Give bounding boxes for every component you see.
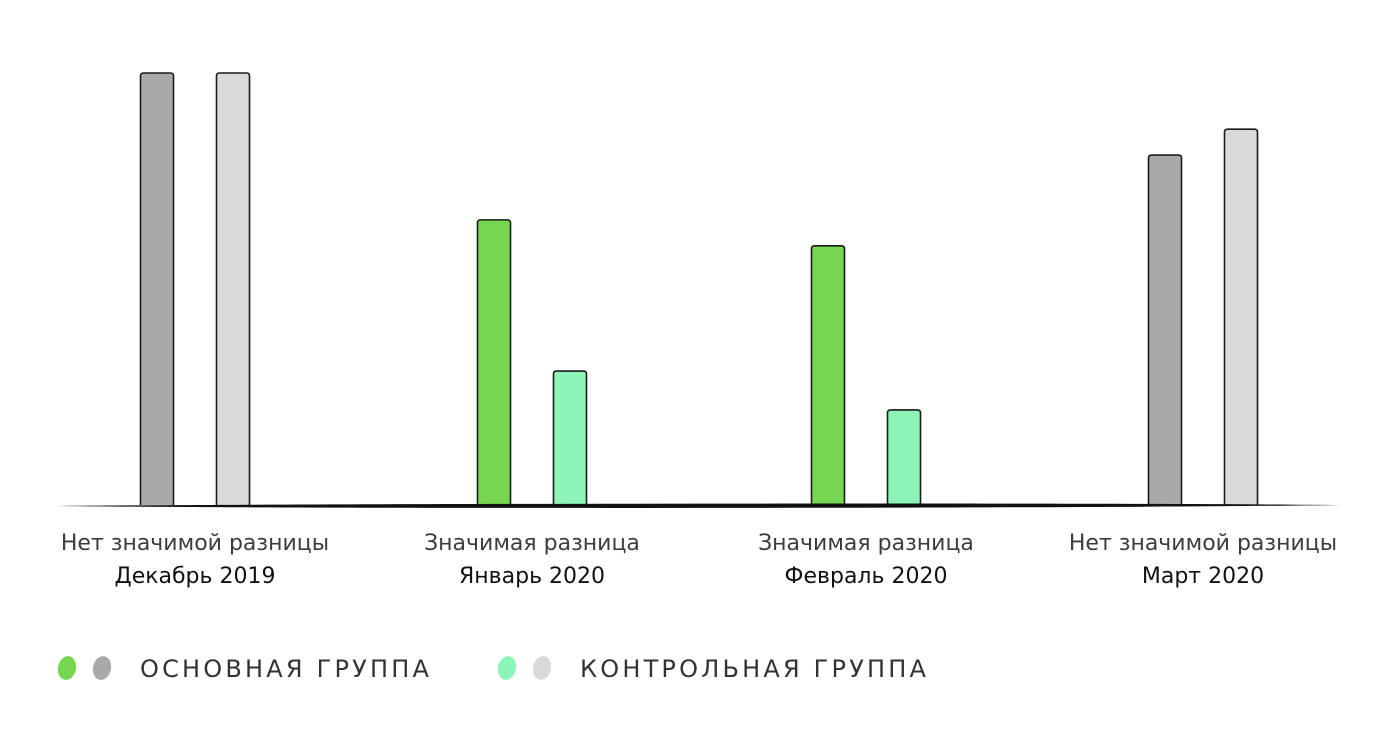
- legend-dot-0-0: [57, 656, 77, 680]
- bar-control-0: [215, 72, 251, 505]
- bar-main-0: [139, 72, 175, 505]
- category-tick-label-3: Март 2020: [1142, 564, 1264, 589]
- bar-control-3: [1223, 128, 1259, 505]
- significance-label-2: Значимая разница: [758, 531, 974, 556]
- x-axis-baseline: [58, 503, 1342, 508]
- bar-main-2: [810, 245, 846, 505]
- legend-dot-0-1: [92, 656, 112, 680]
- category-tick-label-0: Декабрь 2019: [115, 564, 276, 589]
- legend-dot-1-1: [532, 656, 552, 680]
- legend: ОСНОВНАЯ ГРУППА КОНТРОЛЬНАЯ ГРУППА: [57, 655, 929, 683]
- legend-label-1: КОНТРОЛЬНАЯ ГРУППА: [580, 655, 929, 683]
- legend-label-0: ОСНОВНАЯ ГРУППА: [140, 655, 432, 683]
- category-tick-label-2: Февраль 2020: [785, 564, 948, 589]
- bar-control-1: [552, 370, 588, 505]
- significance-label-0: Нет значимой разницы: [61, 531, 329, 556]
- significance-label-1: Значимая разница: [424, 531, 640, 556]
- bars-layer: [139, 72, 1259, 505]
- bar-main-1: [476, 219, 512, 505]
- legend-dot-1-0: [497, 656, 517, 680]
- bar-main-3: [1147, 154, 1183, 505]
- category-labels: Нет значимой разницы Декабрь 2019 Значимая…: [61, 531, 1337, 589]
- significance-label-3: Нет значимой разницы: [1069, 531, 1337, 556]
- category-tick-label-1: Январь 2020: [459, 564, 605, 589]
- bar-control-2: [886, 409, 922, 505]
